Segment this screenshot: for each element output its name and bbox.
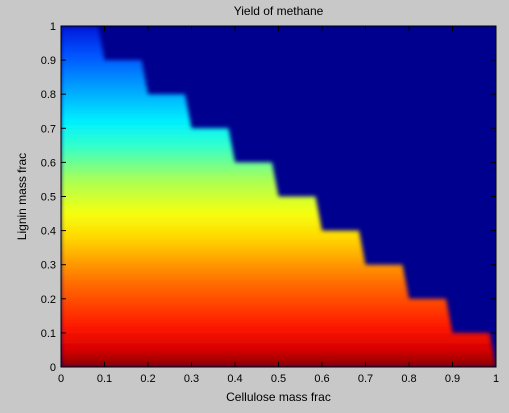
y-tick-label: 0.8: [41, 89, 56, 101]
y-axis: 0 0.1 0.2 0.3 0.4 0.5 0.6 0.7 0.8 0.9 1: [41, 21, 496, 374]
x-axis: 0 0.1 0.2 0.3 0.4 0.5 0.6 0.7 0.8 0.9 1: [58, 26, 499, 385]
heatmap-gradient-region: [61, 26, 496, 367]
y-tick-label: 0.1: [41, 328, 56, 340]
y-axis-label: Lignin mass frac: [15, 153, 29, 240]
x-axis-label: Cellulose mass frac: [226, 390, 331, 404]
y-tick-label: 1: [50, 21, 56, 33]
x-tick-label: 0: [58, 373, 64, 385]
x-tick-label: 0.2: [140, 373, 155, 385]
x-tick-label: 0.6: [314, 373, 329, 385]
plot-area: [60, 25, 497, 368]
x-tick-label: 0.8: [401, 373, 416, 385]
y-tick-label: 0.3: [41, 260, 56, 272]
y-tick-label: 0.9: [41, 55, 56, 67]
y-tick-label: 0.6: [41, 157, 56, 169]
y-tick-label: 0.5: [41, 192, 56, 204]
y-tick-label: 0.7: [41, 123, 56, 135]
y-tick-label: 0: [50, 362, 56, 374]
x-tick-label: 0.1: [97, 373, 112, 385]
x-tick-label: 1: [493, 373, 499, 385]
x-tick-label: 0.5: [271, 373, 286, 385]
x-tick-label: 0.7: [358, 373, 373, 385]
chart-title: Yield of methane: [234, 4, 324, 18]
y-tick-label: 0.2: [41, 294, 56, 306]
y-tick-label: 0.4: [41, 226, 56, 238]
x-tick-label: 0.4: [227, 373, 242, 385]
x-tick-label: 0.9: [445, 373, 460, 385]
x-tick-label: 0.3: [184, 373, 199, 385]
